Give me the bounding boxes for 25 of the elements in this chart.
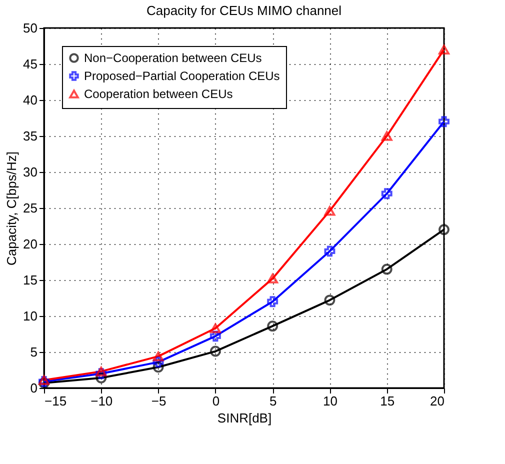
x-tick-label: 15: [380, 394, 395, 408]
y-tick-label: 50: [23, 20, 38, 36]
chart-title: Capacity for CEUs MIMO channel: [146, 3, 342, 18]
y-tick-label: 5: [30, 344, 38, 360]
y-tick-label: 0: [30, 380, 38, 396]
legend-label: Cooperation between CEUs: [84, 87, 233, 101]
y-tick-label: 15: [23, 272, 38, 288]
y-axis-title: Capacity, C[bps/Hz]: [4, 152, 20, 266]
x-tick-label: −15: [44, 394, 67, 408]
y-tick-label: 45: [23, 56, 38, 72]
x-tick-label: 5: [269, 394, 277, 408]
x-tick-label: 10: [322, 394, 338, 408]
x-tick-label: 0: [212, 394, 220, 408]
y-tick-label: 30: [23, 164, 38, 180]
x-tick-label: −10: [90, 394, 113, 408]
legend-label: Proposed−Partial Cooperation CEUs: [84, 69, 280, 83]
x-axis-title: SINR[dB]: [217, 410, 272, 426]
legend-label: Non−Cooperation between CEUs: [84, 51, 262, 65]
y-tick-label: 35: [23, 128, 38, 144]
x-tick-label: 20: [430, 394, 444, 408]
y-tick-label: 40: [23, 92, 38, 108]
x-tick-label: −5: [151, 394, 166, 408]
y-tick-label: 20: [23, 236, 38, 252]
y-tick-label: 25: [23, 200, 38, 216]
y-tick-label: 10: [23, 308, 38, 324]
